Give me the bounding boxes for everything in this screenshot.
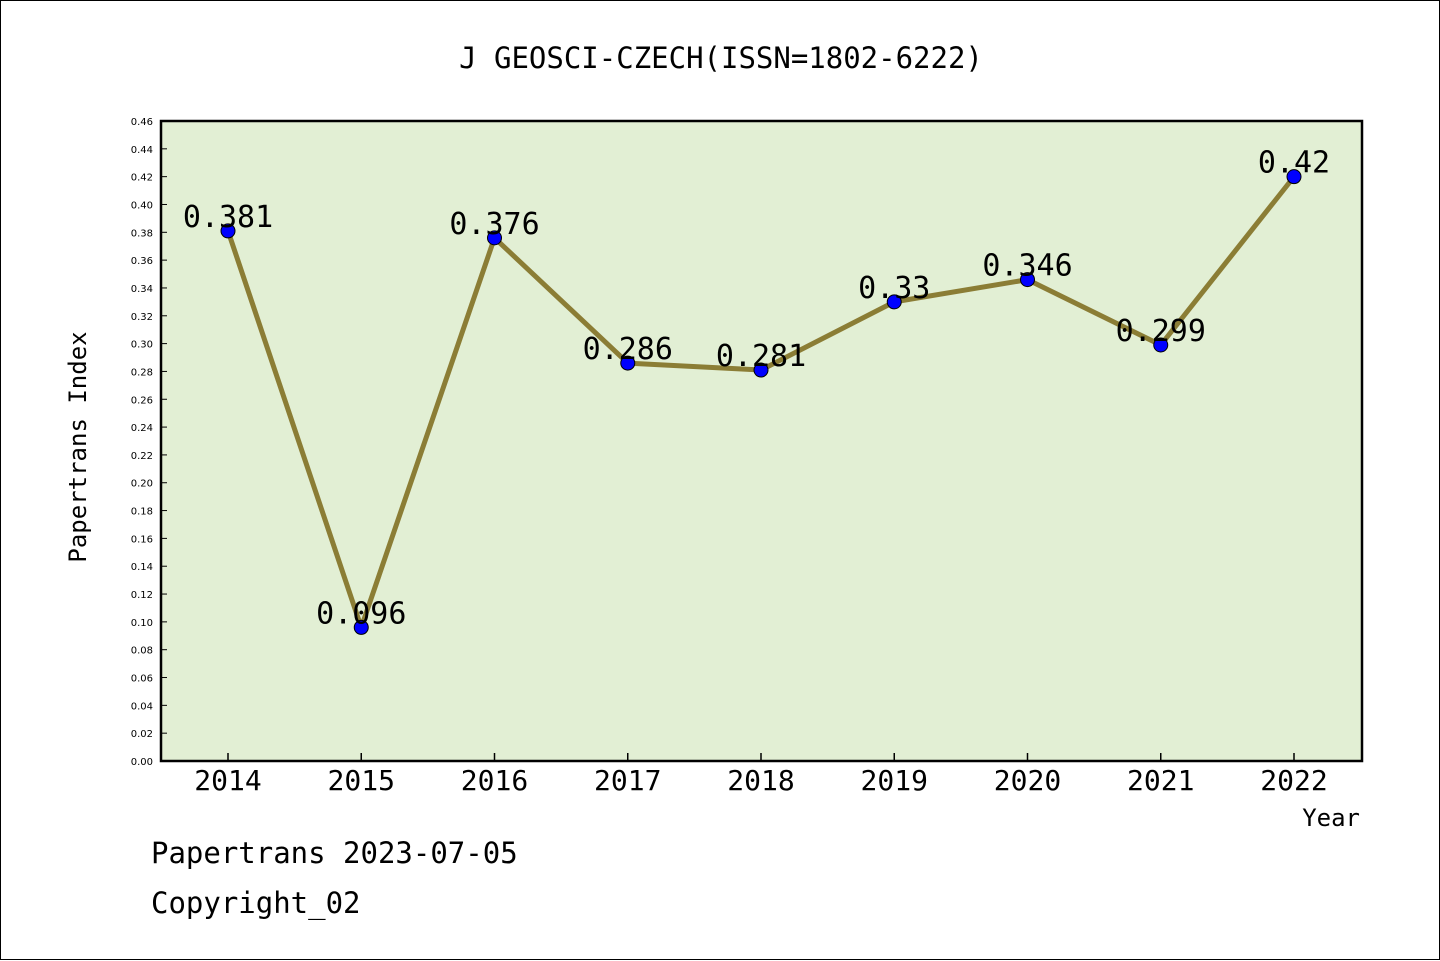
y-tick-label: 0.24 [131, 423, 153, 434]
data-point [1153, 337, 1169, 353]
data-label: 0.376 [449, 207, 539, 242]
data-label: 0.42 [1258, 146, 1330, 181]
y-tick-label: 0.40 [131, 200, 153, 211]
y-tick-label: 0.22 [131, 451, 153, 462]
data-point [487, 230, 502, 246]
chart-title: J GEOSCI-CZECH(ISSN=1802-6222) [459, 41, 983, 75]
y-tick-label: 0.38 [131, 228, 153, 239]
data-point [220, 223, 236, 239]
data-label: 0.281 [716, 339, 806, 374]
x-tick-label: 2016 [461, 764, 528, 797]
y-tick-label: 0.16 [131, 534, 153, 545]
y-tick-label: 0.32 [131, 312, 153, 323]
x-tick-label: 2014 [194, 764, 261, 797]
x-axis-label: Year [1302, 804, 1360, 832]
x-axis: 2014 2015 2016 2017 2018 2019 2020 2021 2022 [194, 753, 1328, 797]
x-tick-label: 2017 [594, 764, 661, 797]
y-tick-label: 0.20 [131, 479, 153, 490]
y-tick-label: 0.46 [131, 117, 153, 128]
y-tick-label: 0.18 [131, 507, 153, 518]
x-tick-label: 2019 [861, 764, 928, 797]
y-tick-label: 0.06 [131, 674, 153, 685]
data-label: 0.096 [316, 596, 406, 631]
y-tick-label: 0.02 [131, 729, 153, 740]
footer-copyright: Copyright_02 [151, 886, 361, 920]
y-tick-label: 0.26 [131, 395, 153, 406]
data-point [1020, 272, 1035, 288]
x-tick-label: 2022 [1260, 764, 1327, 797]
x-tick-label: 2020 [994, 764, 1061, 797]
data-point [620, 355, 636, 371]
y-tick-label: 0.30 [131, 340, 153, 351]
series-line-group [220, 169, 1302, 635]
data-labels-group: 0.381 0.096 0.376 0.286 0.281 0.33 0.346 0.299 0… [183, 146, 1330, 632]
y-tick-label: 0.36 [131, 256, 153, 267]
data-point [753, 362, 769, 378]
y-tick-label: 0.34 [131, 284, 153, 295]
footer-date: Papertrans 2023-07-05 [151, 836, 518, 870]
y-tick-label: 0.28 [131, 367, 153, 378]
y-tick-label: 0.44 [131, 145, 153, 156]
data-label: 0.33 [858, 271, 930, 306]
data-point [1286, 169, 1302, 185]
data-point [353, 619, 369, 635]
plot-area [159, 119, 1364, 763]
data-label: 0.299 [1116, 314, 1206, 349]
y-axis: 0.00 0.02 0.04 0.06 0.08 0.10 0.12 0.14 0.16 0.18… [131, 117, 167, 768]
y-tick-label: 0.12 [131, 590, 153, 601]
y-tick-label: 0.14 [131, 562, 153, 573]
data-label: 0.381 [183, 200, 273, 235]
x-tick-label: 2021 [1127, 764, 1194, 797]
data-point [886, 294, 902, 310]
y-tick-label: 0.04 [131, 701, 153, 712]
y-axis-label: Papertrans Index [64, 331, 92, 562]
y-tick-label: 0.10 [131, 618, 153, 629]
y-tick-label: 0.42 [131, 173, 153, 184]
data-label: 0.286 [583, 332, 673, 367]
data-label: 0.346 [982, 249, 1072, 284]
y-tick-label: 0.08 [131, 646, 153, 657]
x-tick-label: 2018 [727, 764, 794, 797]
y-tick-label: 0.00 [131, 757, 153, 768]
x-tick-label: 2015 [328, 764, 395, 797]
